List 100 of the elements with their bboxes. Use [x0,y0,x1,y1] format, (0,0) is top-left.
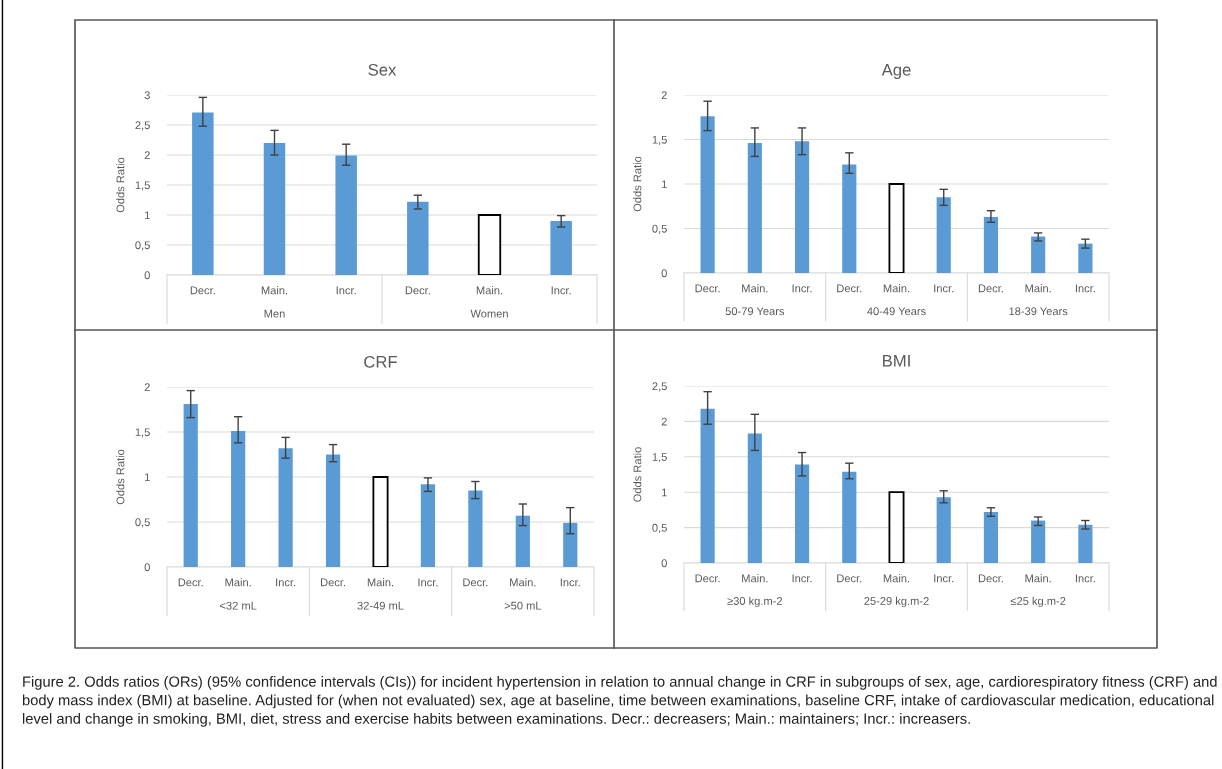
y-axis-title: Odds Ratio [633,156,642,212]
bar [325,454,341,567]
y-tick-label: 3 [144,91,150,100]
bar [372,476,389,567]
x-tick-label: Decr. [978,574,1003,583]
bar [1031,520,1046,563]
y-tick-label: 1,5 [652,453,667,463]
x-tick-label: Incr. [551,286,571,295]
x-tick-label: Decr. [405,286,430,295]
bar [192,112,214,275]
y-tick-label: 0 [661,559,667,568]
x-tick-label: Decr. [178,578,203,587]
x-tick-label: Main. [742,284,768,293]
x-tick-label: Decr. [837,284,862,293]
text: 32-49 mL [357,601,404,610]
x-tick-label: Main. [225,578,251,587]
x-tick-label: Incr. [792,574,812,583]
x-tick-label: Main. [883,284,910,293]
bar [794,141,810,273]
chart-title: Sex [368,63,397,76]
x-tick-label: Main. [367,578,394,587]
text: 18-39 Years [1009,307,1068,316]
y-tick-label: 0 [144,563,150,572]
y-tick-label: 2 [144,151,150,160]
bar [700,116,715,273]
bar [842,164,857,273]
chart-title: Age [881,64,911,80]
y-tick-label: 0,5 [135,518,150,528]
bar [1031,236,1046,273]
bar [700,408,715,563]
bar [335,155,357,275]
y-tick-label: 2,5 [135,121,150,131]
text: 40-49 Years [867,307,926,316]
y-axis-title: Odds Ratio [116,157,125,213]
y-tick-label: 2 [661,91,667,100]
x-tick-label: Incr. [1075,574,1095,583]
bar [231,431,246,567]
bar [936,497,951,563]
x-tick-label: Incr. [418,578,438,587]
bar [888,491,905,563]
bar [550,221,572,275]
x-tick-label: Main. [742,574,768,583]
y-tick-label: 2 [661,417,667,426]
y-tick-label: 1,5 [652,135,667,145]
y-tick-label: 1,5 [135,428,150,438]
x-tick-label: Main. [883,574,910,583]
bar [278,448,293,567]
x-tick-label: Main. [1025,574,1051,583]
x-tick-label: Incr. [276,578,296,587]
x-tick-label: Main. [476,286,503,295]
x-tick-label: Incr. [560,578,580,587]
bar [1078,524,1093,563]
x-tick-label: Incr. [336,286,356,295]
bar [263,143,286,275]
x-tick-label: Decr. [190,286,215,295]
bar [563,522,578,567]
chart-title: CRF [364,355,397,368]
bar [407,201,429,275]
x-tick-label: Main. [261,286,288,295]
text: ≤25 kg.m-2 [1010,596,1066,608]
x-tick-label: Main. [1025,284,1051,293]
y-tick-label: 0,5 [652,523,667,534]
x-tick-label: Incr. [792,284,812,293]
text: Men [264,309,285,318]
chart-title: BMI [883,355,910,367]
text: <32 mL [220,601,257,610]
x-tick-label: Main. [510,578,536,587]
x-tick-label: Decr. [695,574,720,583]
x-tick-label: Decr. [463,578,488,587]
text: 25-29 kg.m-2 [864,596,929,608]
y-tick-label: 0 [661,269,667,278]
y-axis-title: Odds Ratio [633,447,642,502]
bar [888,183,905,273]
bar [747,433,762,563]
bar [794,464,810,563]
y-tick-label: 1 [662,488,667,497]
bar [983,512,999,563]
bar [420,484,436,567]
bar [747,143,762,273]
bar [983,216,999,273]
bar [936,197,951,273]
x-tick-label: Decr. [837,574,862,583]
text: >50 mL [504,601,542,610]
y-tick-label: 0,5 [135,241,150,251]
y-tick-label: 0,5 [652,224,667,234]
y-tick-label: 0 [144,271,150,280]
x-tick-label: Decr. [695,284,720,293]
x-tick-label: Incr. [1075,284,1095,293]
bar [842,471,857,563]
x-tick-label: Incr. [934,284,954,293]
text: 50-79 Years [725,307,785,316]
x-tick-label: Decr. [321,578,346,587]
bar [183,404,198,567]
bar [515,515,530,567]
x-tick-label: Incr. [934,574,954,583]
y-tick-label: 1 [662,180,667,189]
text: Women [470,309,508,318]
y-tick-label: 2,5 [652,382,667,392]
y-tick-label: 1,5 [135,181,150,191]
y-axis-title: Odds Ratio [116,449,125,505]
